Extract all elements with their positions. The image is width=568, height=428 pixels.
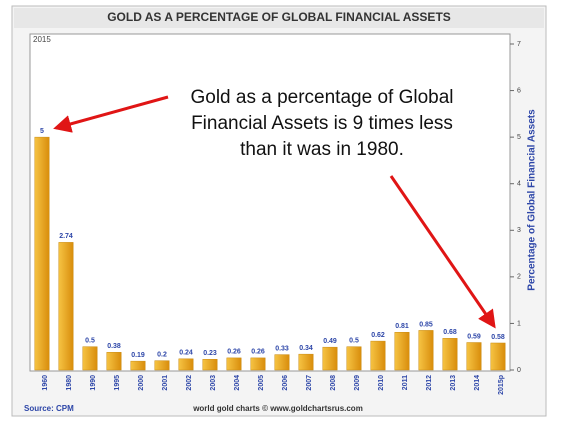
- x-tick-label: 2000: [138, 375, 145, 391]
- plot-area: [29, 33, 511, 372]
- y-tick-label: 6: [517, 87, 521, 94]
- annotation: Financial Assets is 9 times less: [191, 113, 453, 134]
- x-tick-label: 2011: [402, 375, 409, 390]
- arrow: [389, 175, 496, 329]
- value-label: 0.2: [157, 352, 167, 359]
- title-bar: [14, 8, 544, 28]
- x-tick-label: 2013: [450, 375, 457, 391]
- x-tick-label: 2007: [306, 375, 313, 391]
- bar: [130, 360, 146, 371]
- x-tick-label: 1960: [42, 375, 49, 391]
- value-label: 0.81: [395, 323, 409, 330]
- x-tick-label: 2009: [354, 375, 361, 391]
- x-tick-label: 2015p: [498, 375, 505, 395]
- value-label: 0.5: [85, 338, 95, 345]
- x-tick-label: 1990: [90, 375, 97, 391]
- bar: [298, 353, 314, 371]
- x-tick-label: 2003: [210, 375, 217, 391]
- corner-label: 2015: [33, 35, 51, 44]
- bar: [226, 357, 242, 371]
- bar: [250, 357, 266, 371]
- bar: [322, 346, 338, 371]
- bar: [178, 358, 194, 371]
- y-tick-label: 7: [517, 41, 521, 48]
- bar: [106, 352, 122, 371]
- y-tick-label: 3: [517, 227, 521, 234]
- bar: [466, 342, 482, 371]
- credit: world gold charts © www.goldchartsrus.co…: [192, 404, 363, 413]
- y-tick-label: 1: [517, 320, 521, 327]
- x-tick-label: 2005: [258, 375, 265, 391]
- x-tick-label: 2006: [282, 375, 289, 391]
- y-tick-label: 2: [517, 274, 521, 281]
- x-tick-label: 2008: [330, 375, 337, 391]
- bar: [346, 346, 362, 371]
- y-tick-label: 5: [517, 134, 521, 141]
- value-label: 0.24: [179, 350, 193, 357]
- x-tick-label: 2002: [186, 375, 193, 391]
- value-label: 5: [40, 128, 44, 135]
- bar: [418, 330, 434, 371]
- value-label: 0.26: [251, 349, 265, 356]
- bar: [442, 338, 458, 371]
- value-label: 0.19: [131, 352, 145, 359]
- annotation: Gold as a percentage of Global: [190, 87, 453, 108]
- value-label: 0.85: [419, 321, 433, 328]
- bar: [274, 354, 290, 371]
- value-label: 0.62: [371, 332, 385, 339]
- value-label: 0.33: [275, 345, 289, 352]
- bar: [370, 340, 386, 371]
- value-label: 2.74: [59, 233, 73, 240]
- value-label: 0.23: [203, 350, 217, 357]
- x-tick-label: 2010: [378, 375, 385, 391]
- chart-title: GOLD AS A PERCENTAGE OF GLOBAL FINANCIAL…: [107, 10, 451, 24]
- value-label: 0.5: [349, 338, 359, 345]
- value-label: 0.49: [323, 338, 337, 345]
- bar: [154, 360, 170, 371]
- x-tick-label: 1980: [66, 375, 73, 391]
- value-label: 0.58: [491, 334, 505, 341]
- bar: [202, 359, 218, 371]
- x-tick-label: 2001: [162, 375, 169, 391]
- y-tick-label: 4: [517, 181, 521, 188]
- annotation: than it was in 1980.: [240, 139, 404, 160]
- value-label: 0.34: [299, 345, 313, 352]
- bar: [490, 342, 506, 371]
- arrow: [53, 95, 169, 133]
- x-tick-label: 1995: [114, 375, 121, 391]
- x-tick-label: 2004: [234, 375, 241, 391]
- y-tick-label: 0: [517, 367, 521, 374]
- bar: [34, 136, 50, 371]
- value-label: 0.68: [443, 329, 457, 336]
- value-label: 0.26: [227, 349, 241, 356]
- bar: [394, 332, 410, 371]
- bar: [82, 346, 98, 371]
- bar: [58, 242, 74, 371]
- x-tick-label: 2012: [426, 375, 433, 391]
- y-axis-label: Percentage of Global Financial Assets: [527, 109, 538, 291]
- value-label: 0.38: [107, 343, 121, 350]
- source: Source: CPM: [24, 404, 74, 413]
- x-tick-label: 2014: [474, 375, 481, 391]
- value-label: 0.59: [467, 333, 481, 340]
